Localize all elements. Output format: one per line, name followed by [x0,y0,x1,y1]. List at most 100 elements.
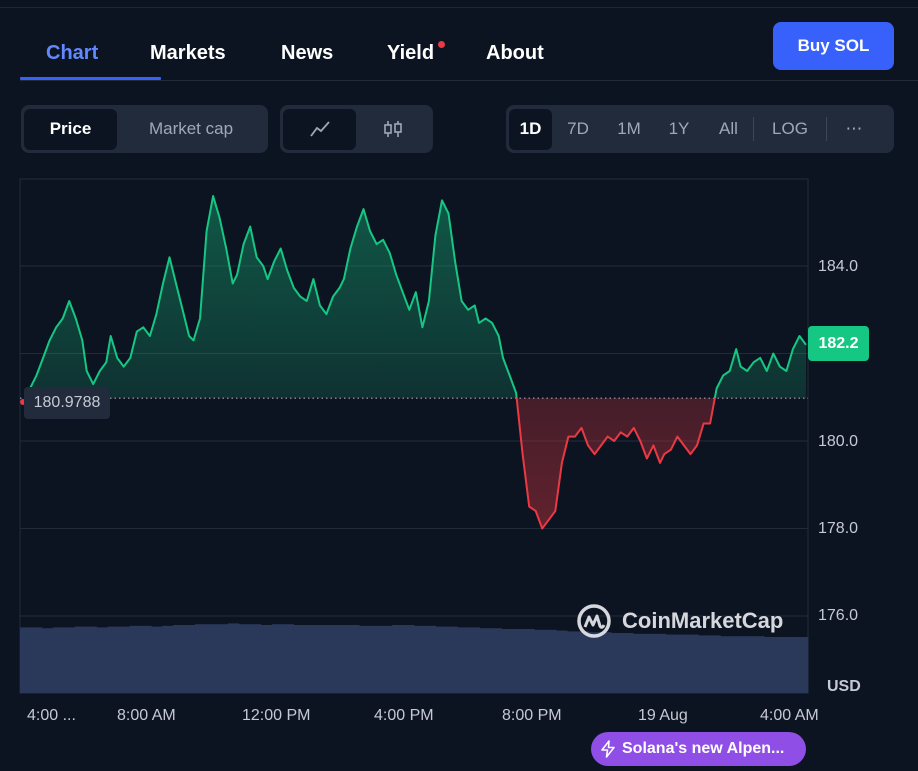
volume-bar [30,627,43,693]
more-options-button[interactable]: ⋯ [845,119,863,138]
x-tick-label: 8:00 AM [117,707,176,724]
active-tab-indicator [20,77,161,80]
y-tick-label: 178.0 [818,520,859,537]
volume-bar [534,629,546,693]
range-separator [826,117,827,141]
price-line-up [29,195,807,399]
volume-bar [206,624,218,693]
volume-bar [556,630,568,693]
currency-label: USD [827,678,861,695]
tab-bar: Chart Markets News Yield About [20,30,544,80]
tab-chart[interactable]: Chart [46,42,99,64]
range-all[interactable]: All [719,119,738,138]
range-toggle: 1D 7D 1M 1Y All LOG ⋯ [506,105,894,153]
volume-bar [501,629,513,693]
volume-bar [578,631,590,693]
tab-yield[interactable]: Yield [387,42,435,64]
range-1m[interactable]: 1M [617,119,641,138]
volume-bar [403,625,415,693]
volume-bar [260,625,273,693]
volume-bar [238,624,251,693]
volume-bar [348,625,360,693]
x-tick-label: 19 Aug [638,707,688,724]
price-chart[interactable] [0,170,918,700]
x-tick-label: 8:00 PM [502,707,562,724]
y-tick-label: 184.0 [818,258,859,275]
volume-bar [621,633,634,693]
y-tick-label: 180.0 [818,433,859,450]
volume-bar [359,625,371,693]
volume-bar [63,627,76,693]
volume-bar [665,634,677,693]
watermark-text: CoinMarketCap [622,608,784,633]
volume-bar [173,625,185,693]
candlestick-chart-option[interactable] [356,109,430,150]
volume-bar [96,627,108,693]
volume-bar [293,625,305,693]
volume-bar [151,626,163,693]
price-area-up [30,196,806,399]
range-1d[interactable]: 1D [509,108,552,150]
volume-bar [632,633,645,693]
yield-notification-dot [438,41,445,48]
y-tick-label: 176.0 [818,607,859,624]
range-separator [753,117,754,141]
volume-bar [184,625,196,693]
volume-bar [20,627,32,693]
tab-markets[interactable]: Markets [150,42,226,64]
volume-bar [52,627,65,693]
line-chart-icon [309,121,330,137]
volume-bar [435,626,448,693]
volume-bar [129,625,141,693]
volume-bar [545,629,557,693]
volume-bar [742,636,754,693]
range-7d[interactable]: 7D [567,119,589,138]
volume-bar [654,633,667,693]
volume-bar [643,633,656,693]
line-chart-option[interactable] [283,108,356,150]
volume-bar [611,633,623,693]
x-tick-label: 4:00 AM [760,707,819,724]
range-1y[interactable]: 1Y [668,119,690,138]
volume-bar [74,626,86,693]
reference-price-dot [20,399,26,405]
volume-bar [392,625,404,693]
market-cap-toggle-option[interactable]: Market cap [148,119,234,138]
volume-bar [600,632,612,693]
news-pill[interactable]: Solana's new Alpen... [591,732,806,766]
volume-bar [479,628,491,693]
news-pill-text: Solana's new Alpen... [622,740,785,757]
buy-sol-button[interactable]: Buy SOL [773,22,894,70]
metric-toggle: Price Market cap [21,105,268,153]
volume-bar [195,624,207,693]
volume-bar [567,631,579,693]
chart-style-toggle [280,105,433,153]
coinmarketcap-watermark: CoinMarketCap [576,603,783,639]
volume-bar [282,624,294,693]
volume-bar [786,637,798,693]
lightning-icon [601,740,615,758]
price-line-down [515,398,716,530]
volume-bar [687,634,699,693]
x-tick-label: 12:00 PM [242,707,311,724]
x-tick-label: 4:00 ... [27,707,76,724]
volume-bar [118,626,130,693]
volume-bar [698,635,710,693]
tab-news[interactable]: News [281,42,334,64]
volume-bar [753,636,765,693]
price-toggle-option[interactable]: Price [24,108,117,150]
volume-bar [85,626,97,693]
volume-bar [775,637,787,693]
volume-bar [326,625,338,693]
volume-bar [304,625,316,693]
volume-bar [709,635,721,693]
volume-bar [41,628,54,693]
volume-bar [140,625,152,693]
volume-bar [523,629,535,693]
volume-bar [731,636,743,693]
volume-bar [414,625,426,693]
volume-bar [227,623,240,693]
tab-about[interactable]: About [486,42,544,64]
price-area-down [516,398,715,529]
log-scale-toggle[interactable]: LOG [772,119,808,138]
